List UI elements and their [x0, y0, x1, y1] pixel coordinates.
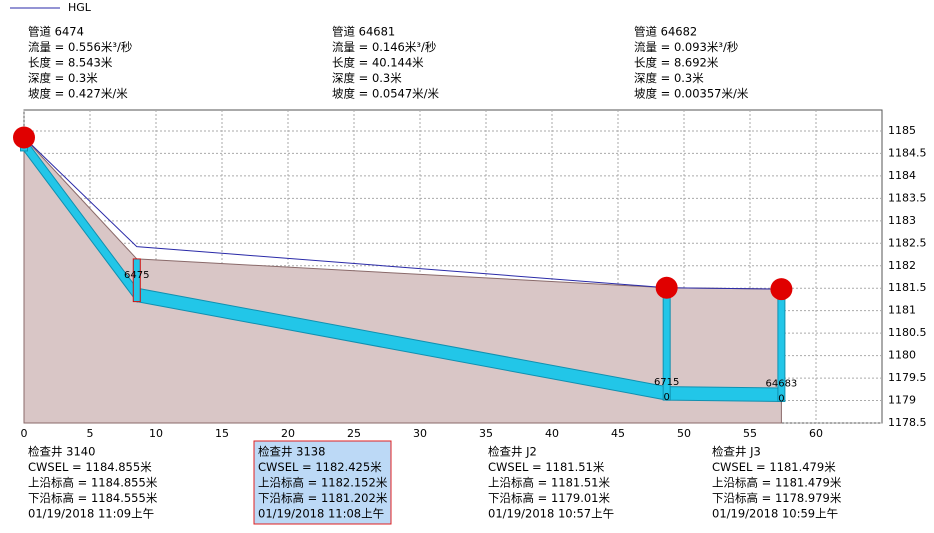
pipe-info: 管道 64681 — [332, 25, 395, 39]
y-tick-label: 1181.5 — [888, 281, 927, 294]
y-tick-label: 1179 — [888, 394, 916, 407]
pipe-info: 长度 = 8.543米 — [28, 56, 113, 70]
x-tick-label: 30 — [413, 427, 427, 440]
node-tag: 6475 — [124, 270, 149, 281]
zero-tag: 0 — [663, 392, 669, 403]
y-tick-label: 1178.5 — [888, 416, 927, 429]
x-tick-label: 55 — [743, 427, 757, 440]
hgl-line — [23, 137, 782, 290]
y-tick-label: 1184 — [888, 169, 916, 182]
selected-node-box — [253, 440, 392, 525]
y-tick-label: 1183.5 — [888, 191, 927, 204]
node-info: 下沿标高 = 1179.01米 — [488, 491, 611, 505]
node-info: 检查井 3140 — [28, 445, 95, 459]
node-marker — [770, 278, 793, 301]
y-tick-label: 1185 — [888, 124, 916, 137]
legend-label: HGL — [68, 1, 92, 14]
x-tick-label: 0 — [21, 427, 28, 440]
x-tick-label: 10 — [149, 427, 163, 440]
pipe-info: 流量 = 0.093米³/秒 — [634, 40, 738, 54]
node-info: 上沿标高 = 1184.855米 — [28, 476, 158, 490]
node-info: CWSEL = 1182.425米 — [258, 460, 382, 474]
zero-tag: 0 — [778, 393, 784, 404]
pipe — [666, 386, 782, 402]
pipe-info: 深度 = 0.3米 — [634, 71, 704, 85]
y-tick-label: 1181 — [888, 304, 916, 317]
pipe-info: 深度 = 0.3米 — [28, 71, 98, 85]
node-info: CWSEL = 1181.479米 — [712, 460, 836, 474]
y-tick-label: 1179.5 — [888, 371, 927, 384]
node-info: 检查井 J3 — [712, 445, 761, 459]
node-info: CWSEL = 1184.855米 — [28, 460, 152, 474]
node-info: 检查井 J2 — [488, 445, 537, 459]
x-tick-label: 40 — [545, 427, 559, 440]
pipe-info: 流量 = 0.556米³/秒 — [28, 40, 132, 54]
x-tick-label: 45 — [611, 427, 625, 440]
node-info: 上沿标高 = 1181.479米 — [712, 476, 842, 490]
x-tick-label: 60 — [809, 427, 823, 440]
node-marker — [13, 126, 35, 149]
pipe-info: 深度 = 0.3米 — [332, 71, 402, 85]
x-tick-label: 50 — [677, 427, 691, 440]
node-info: 下沿标高 = 1184.555米 — [28, 491, 158, 505]
node-info: 下沿标高 = 1178.979米 — [712, 491, 842, 505]
y-tick-label: 1180 — [888, 349, 916, 362]
node-info: 01/19/2018 11:09上午 — [28, 507, 154, 521]
pipe-info: 管道 6474 — [28, 25, 84, 39]
pipe-info: 坡度 = 0.427米/米 — [28, 87, 128, 101]
x-tick-label: 5 — [87, 427, 94, 440]
node-info: CWSEL = 1181.51米 — [488, 460, 605, 474]
node-marker — [655, 276, 678, 299]
node-info: 01/19/2018 10:59上午 — [712, 507, 838, 521]
node-info: 检查井 3138 — [258, 445, 325, 459]
node-info: 上沿标高 = 1181.51米 — [488, 476, 611, 490]
pipe-info: 流量 = 0.146米³/秒 — [332, 40, 436, 54]
y-tick-label: 1182.5 — [888, 236, 927, 249]
y-tick-label: 1183 — [888, 214, 916, 227]
pipe-info: 长度 = 8.692米 — [634, 56, 719, 70]
pipe-info: 管道 64682 — [634, 25, 697, 39]
manhole-shaft — [132, 258, 141, 303]
x-tick-label: 35 — [479, 427, 493, 440]
node-info: 01/19/2018 11:08上午 — [258, 507, 384, 521]
pipe-info: 坡度 = 0.00357米/米 — [634, 87, 749, 101]
x-tick-label: 15 — [215, 427, 229, 440]
y-tick-label: 1182 — [888, 259, 916, 272]
node-tag: 6715 — [654, 377, 679, 388]
pipe-info: 长度 = 40.144米 — [332, 56, 424, 70]
node-info: 上沿标高 = 1182.152米 — [258, 476, 388, 490]
node-info: 下沿标高 = 1181.202米 — [258, 491, 388, 505]
y-tick-label: 1180.5 — [888, 326, 927, 339]
pipe-info: 坡度 = 0.0547米/米 — [332, 87, 440, 101]
x-tick-label: 20 — [281, 427, 295, 440]
node-info: 01/19/2018 10:57上午 — [488, 507, 614, 521]
y-tick-label: 1184.5 — [888, 146, 927, 159]
node-tag: 64683 — [765, 378, 797, 389]
x-tick-label: 25 — [347, 427, 361, 440]
